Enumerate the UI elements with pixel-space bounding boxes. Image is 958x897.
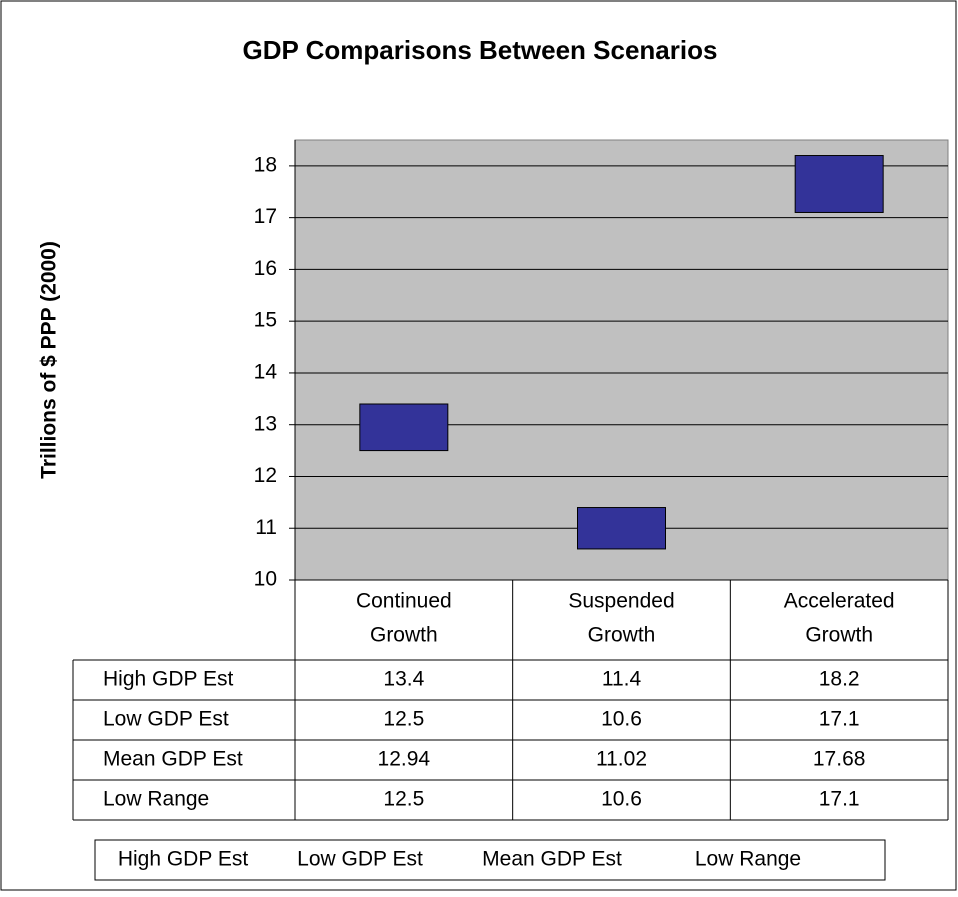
y-tick-label: 18 xyxy=(254,153,277,176)
category-label: Growth xyxy=(805,624,873,647)
table-cell: 10.6 xyxy=(601,788,642,811)
y-tick-label: 16 xyxy=(254,257,277,280)
bar xyxy=(794,155,884,213)
table-cell: 12.5 xyxy=(383,788,424,811)
category-label: Suspended xyxy=(568,590,674,613)
chart-title: GDP Comparisons Between Scenarios xyxy=(243,35,718,65)
bar xyxy=(577,507,666,550)
y-axis-title: Trillions of $ PPP (2000) xyxy=(38,241,61,479)
legend-label: Low GDP Est xyxy=(297,848,423,871)
bar xyxy=(359,403,449,452)
category-label: Growth xyxy=(370,624,438,647)
table-cell: 12.94 xyxy=(378,748,431,771)
legend-label: Mean GDP Est xyxy=(482,848,622,871)
table-cell: 17.1 xyxy=(819,708,860,731)
y-tick-label: 15 xyxy=(254,309,277,332)
legend-label: Low Range xyxy=(695,848,801,871)
table-cell: 12.5 xyxy=(383,708,424,731)
table-cell: 11.4 xyxy=(602,668,642,691)
y-tick-label: 10 xyxy=(254,568,277,591)
table-row-label: Low Range xyxy=(103,788,209,811)
table-row-label: High GDP Est xyxy=(103,668,233,691)
legend-label: High GDP Est xyxy=(118,848,248,871)
y-tick-label: 14 xyxy=(254,360,278,383)
y-tick-label: 12 xyxy=(254,464,277,487)
y-tick-label: 17 xyxy=(254,205,277,228)
category-label: Accelerated xyxy=(784,590,895,613)
table-cell: 17.1 xyxy=(819,788,860,811)
table-cell: 13.4 xyxy=(383,668,424,691)
y-tick-label: 11 xyxy=(255,516,277,539)
y-tick-label: 13 xyxy=(254,412,277,435)
table-cell: 17.68 xyxy=(813,748,866,771)
table-cell: 10.6 xyxy=(601,708,642,731)
plot-area xyxy=(294,139,949,581)
table-cell: 18.2 xyxy=(819,668,860,691)
category-label: Continued xyxy=(356,590,452,613)
legend xyxy=(94,839,886,881)
table-cell: 11.02 xyxy=(596,748,647,771)
category-label: Growth xyxy=(588,624,656,647)
table-row-label: Low GDP Est xyxy=(103,708,229,731)
table-row-label: Mean GDP Est xyxy=(103,748,243,771)
